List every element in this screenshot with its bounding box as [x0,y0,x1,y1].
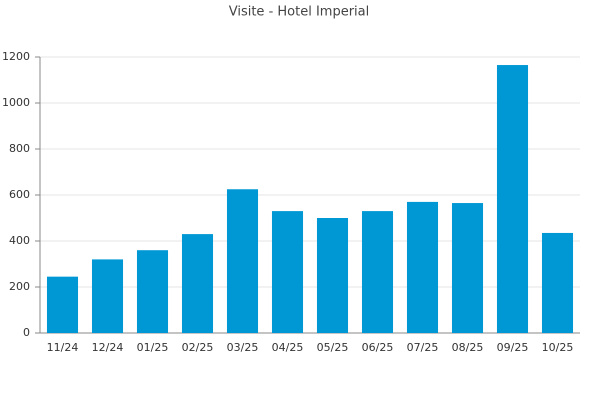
x-tick-label: 01/25 [137,341,169,354]
bar [316,218,349,333]
y-tick-label: 1000 [2,96,30,109]
y-tick-label: 600 [9,188,30,201]
bar [226,189,259,333]
bar [91,259,124,333]
y-tick-label: 400 [9,234,30,247]
x-tick-label: 11/24 [47,341,79,354]
x-tick-label: 02/25 [182,341,214,354]
bar [181,234,214,333]
bar [406,201,439,333]
bar [541,232,574,333]
bar [46,276,79,333]
y-tick-label: 800 [9,142,30,155]
bar [271,211,304,333]
bar [496,65,529,334]
x-tick-label: 07/25 [407,341,439,354]
x-tick-label: 12/24 [92,341,124,354]
y-tick-label: 1200 [2,50,30,63]
bar [136,250,169,333]
bar [361,211,394,333]
x-tick-label: 09/25 [497,341,529,354]
x-tick-label: 08/25 [452,341,484,354]
x-tick-label: 04/25 [272,341,304,354]
x-tick-label: 10/25 [542,341,574,354]
chart-title: Visite - Hotel Imperial [229,5,370,20]
y-tick-label: 0 [23,326,30,339]
x-tick-label: 05/25 [317,341,349,354]
y-tick-label: 200 [9,280,30,293]
x-tick-label: 06/25 [362,341,394,354]
bar [451,203,484,333]
x-tick-label: 03/25 [227,341,259,354]
